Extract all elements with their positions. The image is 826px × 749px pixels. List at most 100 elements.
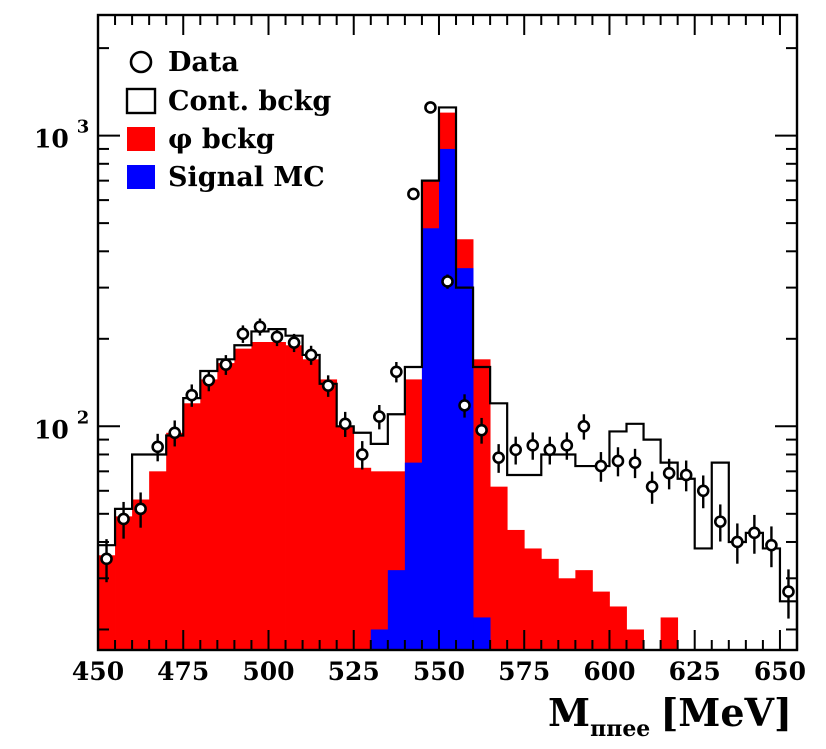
x-tick-label: 450 [72,657,124,686]
data-point [151,433,164,462]
data-point [696,475,710,509]
phi-bckg-bar [183,403,201,650]
phi-bckg-bar [558,578,576,650]
data-point [424,101,437,114]
data-point [236,325,250,343]
phi-bckg-bar [149,471,167,650]
signal-mc-bar [473,617,491,650]
phi-bckg-bar [490,486,508,650]
data-point [202,370,216,392]
plot-frame [96,13,799,652]
data-point [543,436,557,465]
data-point [458,394,471,418]
x-axis-label-unit: [MeV] [660,690,792,735]
data-point [134,492,147,528]
data-point [713,504,727,542]
legend: Data Cont. bckg φ bckg Signal MC [125,47,331,193]
data-point [594,452,608,482]
data-point [731,523,744,564]
data-point [748,514,761,554]
data-point [270,328,284,347]
legend-swatch [127,127,155,151]
phi-bckg-bar [353,467,372,650]
legend-swatch-outline [125,87,157,115]
data-point [492,444,505,473]
phi-bckg-bar [626,629,644,650]
phi-bckg-bar [268,342,286,650]
phi-bckg-bar [660,617,679,650]
x-tick-label: 475 [157,657,209,686]
axis-ticks [97,15,798,650]
x-tick-label: 600 [583,657,635,686]
signal-mc-bar [370,629,389,650]
x-tick-label: 550 [413,657,465,686]
signal-mc-bar [387,570,406,650]
data-point [407,187,420,201]
x-tick-label: 625 [669,657,721,686]
filled-histograms [98,112,679,651]
cont-bckg-outline [98,106,799,650]
signal-mc-bar [404,462,423,650]
phi-bckg-bar [524,548,542,650]
x-tick-label: 650 [754,657,806,686]
phi-bckg-bar [592,591,610,650]
plot-border [96,13,799,652]
legend-label: φ bckg [168,124,275,155]
signal-mc-bar [421,228,440,650]
data-point [509,436,522,465]
phi-bckg-bar [217,363,235,650]
phi-bckg-bar [166,432,184,650]
data-point [253,318,267,336]
phi-bckg-bar [200,379,218,650]
data-point [304,345,318,365]
phi-bckg-bar [251,342,269,650]
data-point [645,471,659,504]
data-point [441,274,454,289]
legend-item: φ bckg [127,124,275,155]
legend-item: Cont. bckg [125,86,331,117]
phi-bckg-bar [473,359,491,650]
data-point [321,375,335,397]
phi-bckg-bar [609,606,627,650]
data-points [100,101,795,619]
data-point [765,526,778,568]
legend-label: Signal MC [168,162,325,193]
phi-bckg-bar [507,529,525,650]
phi-bckg-bar [336,426,355,650]
legend-item: Data [129,47,239,78]
data-point [611,447,625,477]
phi-bckg-bar [285,345,303,650]
data-point [117,501,130,539]
phi-bckg-bar [541,558,559,650]
data-point [782,569,795,619]
data-point [390,362,403,383]
signal-mc-bar [456,268,474,650]
x-axis-label: Mππee [MeV] [548,690,792,742]
data-point [219,355,233,375]
legend-label: Cont. bckg [168,86,331,117]
data-point [475,417,488,444]
x-tick-label: 525 [328,657,380,686]
x-tick-label: 575 [498,657,550,686]
phi-bckg-bar [319,379,338,650]
data-point [577,414,591,440]
phi-bckg-bar [370,471,389,650]
signal-mc-bar [438,148,457,650]
phi-bckg-bar [234,348,252,650]
data-point [185,384,199,407]
y-tick-label: 10 3 [34,117,89,154]
phi-bckg-bar [575,570,593,650]
phi-bckg-bar [132,499,150,650]
legend-item: Signal MC [127,162,325,193]
data-point [662,458,676,490]
data-point [355,441,369,470]
cont-bckg-step-line [98,106,799,650]
data-point [628,448,642,479]
data-point [560,432,574,460]
x-axis-label-sub: ππee [590,716,650,742]
data-point [373,404,386,430]
data-point [679,460,693,492]
y-tick-label: 10 2 [34,407,89,444]
